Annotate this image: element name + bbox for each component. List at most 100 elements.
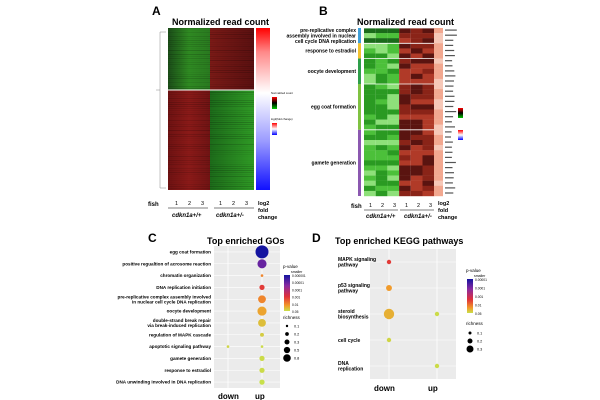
- gene-name-mark: [445, 177, 454, 179]
- panel-b: B Normalized read count pre-replicative …: [287, 4, 463, 221]
- heatmap-row-shade: [168, 142, 210, 143]
- gene-name-mark: [445, 167, 453, 169]
- heatmap-cell: [387, 104, 400, 110]
- heatmap-cell: [375, 114, 388, 120]
- term-label: gamete generation: [170, 356, 211, 361]
- go-group-label: pre-replicative complex: [300, 28, 356, 34]
- heatmap-cell: [399, 89, 411, 95]
- heatmap-cell: [399, 150, 411, 156]
- fold-change-cell: [434, 84, 443, 90]
- heatmap-row-shade: [210, 44, 254, 45]
- heatmap-cell: [399, 94, 411, 100]
- legend-tick: 0.05: [292, 310, 299, 314]
- heatmap-cell: [422, 33, 435, 39]
- heatmap-cell: [387, 48, 400, 54]
- heatmap-cell: [410, 43, 423, 49]
- panel-b-fish-label: fish: [351, 204, 362, 210]
- panel-d: D Top enriched KEGG pathways MAPK signal…: [312, 231, 487, 393]
- legend-size-dot: [284, 339, 290, 345]
- heatmap-row-shade: [168, 178, 210, 179]
- panel-b-fc-label-3: change: [438, 215, 457, 221]
- heatmap-row-shade: [210, 102, 254, 103]
- heatmap-cell: [410, 165, 423, 171]
- heatmap-row-shade: [168, 186, 210, 187]
- heatmap-row-shade: [168, 82, 210, 83]
- heatmap-cell: [387, 99, 400, 105]
- heatmap-row-shade: [168, 48, 210, 49]
- panel-a-legend-count-scale: [272, 97, 277, 109]
- gene-name-mark: [445, 151, 453, 153]
- fold-change-cell: [434, 63, 443, 69]
- heatmap-row-shade: [168, 106, 210, 107]
- legend-tick: 0.001: [475, 295, 483, 299]
- fold-change-cell: [434, 58, 443, 64]
- term-label: p53 signaling: [338, 283, 370, 289]
- term-label: steroid: [338, 309, 355, 315]
- gene-name-mark: [445, 172, 454, 174]
- heatmap-cell: [422, 48, 435, 54]
- heatmap-row-shade: [210, 76, 254, 77]
- heatmap-cell: [410, 160, 423, 166]
- heatmap-row-shade: [210, 84, 254, 85]
- panel-b-legend: [458, 108, 463, 140]
- heatmap-row-shade: [168, 64, 210, 65]
- panel-b-lane-1: 1: [369, 203, 372, 209]
- fold-change-cell: [434, 94, 443, 100]
- panel-c-term-labels: egg coat formation positive regualtion of…: [116, 250, 211, 385]
- panel-a-legend-count-title: Normalized count: [271, 91, 293, 95]
- heatmap-row-shade: [168, 122, 210, 123]
- heatmap-cell: [399, 180, 411, 186]
- gene-name-mark: [445, 192, 454, 194]
- panel-a-lane-5: 2: [232, 201, 235, 207]
- heatmap-cell: [364, 84, 376, 90]
- heatmap-cell: [375, 129, 388, 136]
- panel-c-x-up: up: [255, 392, 265, 400]
- heatmap-row-shade: [168, 138, 210, 139]
- fold-change-cell: [434, 165, 443, 171]
- heatmap-row-shade: [168, 160, 210, 161]
- heatmap-row-shade: [168, 68, 210, 69]
- legend-size-dot: [285, 332, 289, 336]
- enrichment-dot: [260, 274, 264, 277]
- heatmap-cell: [375, 140, 388, 146]
- fold-change-cell: [434, 175, 443, 181]
- heatmap-cell: [375, 43, 388, 49]
- panel-b-legend-fc-scale: [458, 130, 463, 140]
- heatmap-row-shade: [210, 60, 254, 61]
- panel-b-lane-6: 3: [429, 203, 432, 209]
- legend-tick: 0.5: [294, 348, 299, 352]
- heatmap-row-shade: [210, 156, 254, 157]
- heatmap-cell: [410, 119, 423, 125]
- panel-a-legend-fc-scale: [272, 123, 277, 135]
- term-label: regulation of MAPK cascade: [149, 332, 211, 337]
- heatmap-row-shade: [210, 118, 254, 119]
- heatmap-cell: [410, 33, 423, 39]
- heatmap-cell: [387, 28, 400, 34]
- heatmap-cell: [422, 63, 435, 69]
- heatmap-cell: [399, 129, 411, 136]
- term-label: pathway: [338, 289, 358, 295]
- fold-change-cell: [434, 104, 443, 110]
- heatmap-cell: [410, 109, 423, 115]
- legend-size-dot: [283, 346, 291, 354]
- enrichment-dot: [259, 367, 265, 373]
- heatmap-cell: [364, 38, 376, 44]
- heatmap-row-shade: [168, 66, 210, 67]
- panel-a-lane-6: 3: [245, 201, 248, 207]
- heatmap-cell: [375, 175, 388, 181]
- panel-b-group-wt: cdkn1a+/+: [366, 214, 396, 220]
- heatmap-cell: [387, 114, 400, 120]
- heatmap-cell: [375, 68, 388, 74]
- heatmap-cell: [375, 134, 388, 141]
- fold-change-cell: [434, 53, 443, 59]
- heatmap-cell: [422, 190, 435, 197]
- heatmap-cell: [375, 165, 388, 171]
- heatmap-cell: [422, 170, 435, 176]
- heatmap-row-shade: [210, 100, 254, 101]
- legend-tick: 0.01: [292, 303, 299, 307]
- heatmap-cell: [422, 28, 435, 34]
- gene-name-mark: [445, 141, 453, 143]
- enrichment-dot: [258, 295, 266, 304]
- heatmap-row-shade: [168, 188, 210, 189]
